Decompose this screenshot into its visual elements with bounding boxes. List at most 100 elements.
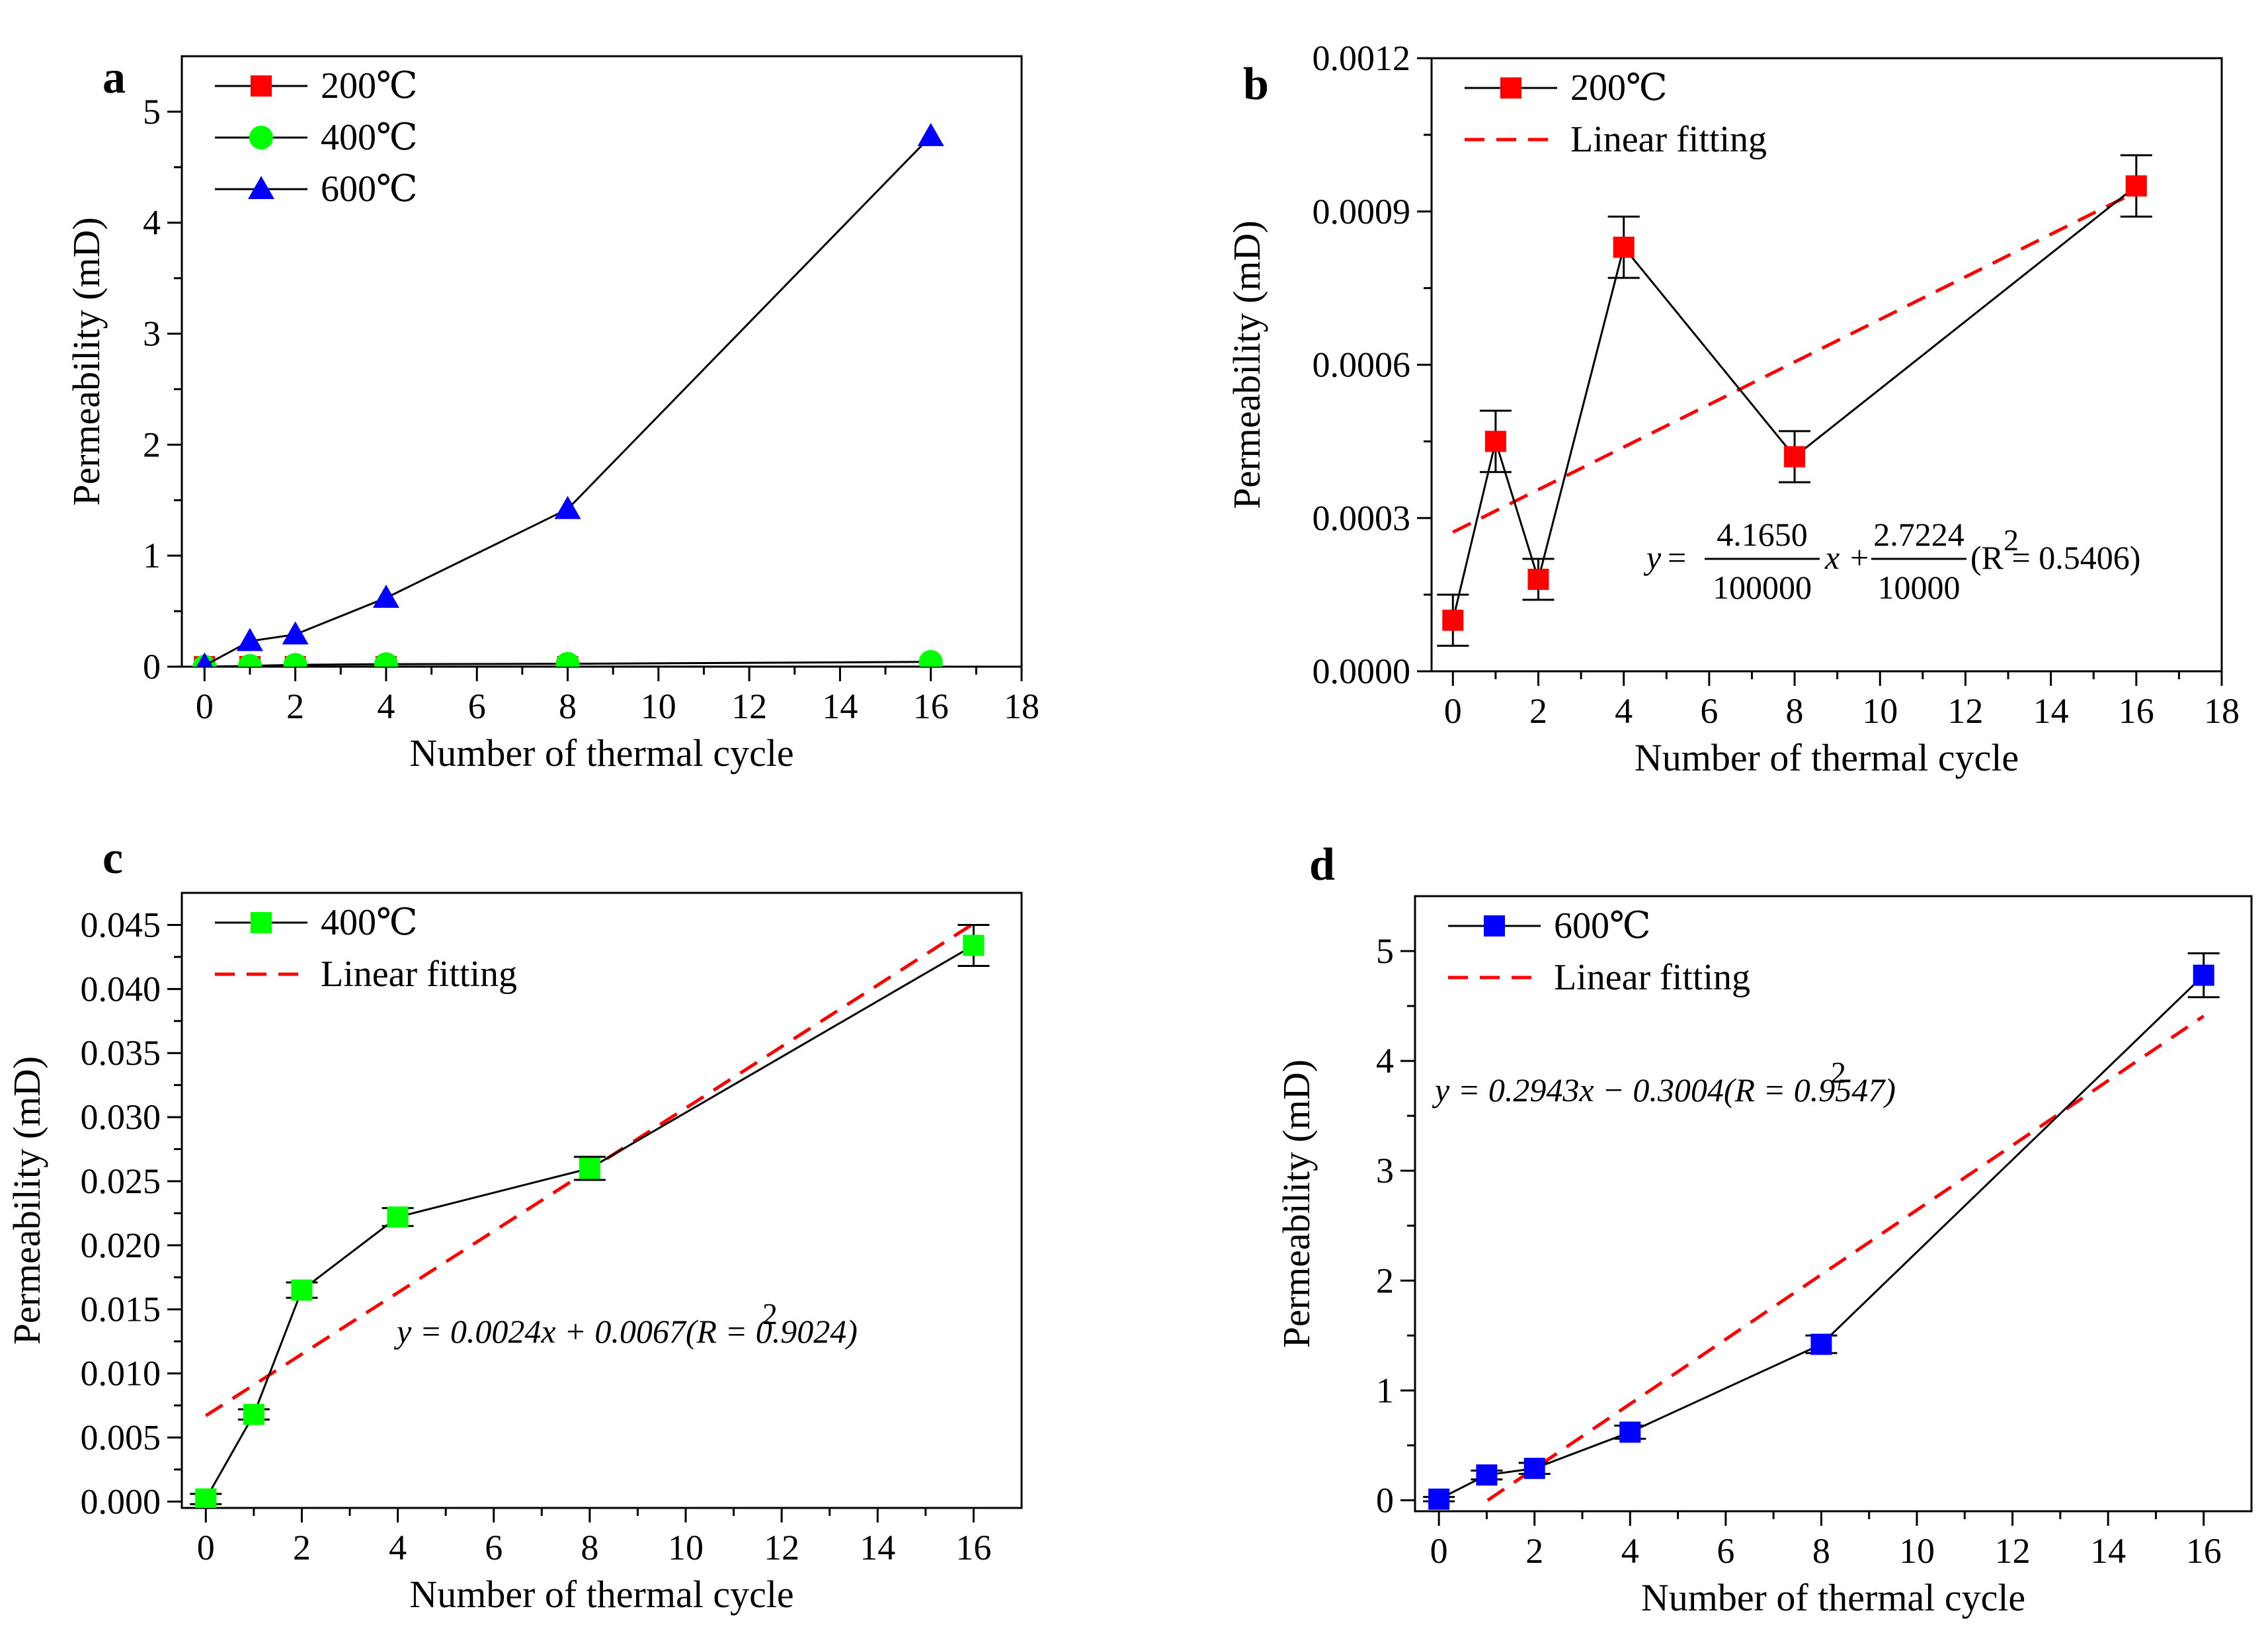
x-tick-label: 14: [2033, 691, 2069, 731]
data-point: [1613, 236, 1635, 258]
legend-marker: [1484, 915, 1505, 937]
x-tick-label: 10: [668, 1528, 704, 1567]
x-tick-label: 0: [196, 687, 214, 726]
legend-label: 600℃: [1554, 905, 1651, 946]
x-tick-label: 12: [764, 1528, 799, 1567]
fit-line: [1486, 1015, 2205, 1502]
x-tick-label: 10: [641, 687, 676, 726]
data-point: [283, 653, 307, 667]
y-tick-label: 5: [1376, 931, 1394, 971]
y-tick-label: 0.045: [81, 905, 161, 944]
legend-marker: [248, 176, 274, 199]
data-point: [282, 621, 309, 645]
legend-marker: [251, 75, 272, 97]
plot-area: [1437, 154, 2152, 647]
y-tick-label: 0: [1376, 1480, 1394, 1520]
series-line: [204, 135, 932, 667]
x-tick-label: 12: [1995, 1531, 2031, 1571]
data-point: [1442, 609, 1464, 631]
x-tick-label: 16: [2186, 1531, 2222, 1571]
data-point: [236, 628, 263, 651]
data-point: [579, 1157, 600, 1179]
x-tick-label: 0: [1444, 691, 1462, 731]
equation-equals: =: [1668, 539, 1686, 576]
data-point: [372, 584, 399, 608]
y-axis-title: Permeability (mD): [1225, 220, 1268, 509]
data-point: [963, 935, 985, 956]
equation-r2: (R = 0.5406): [1970, 539, 2140, 576]
y-tick-label: 0.000: [81, 1481, 161, 1521]
x-tick-label: 14: [2090, 1531, 2126, 1571]
equation-text: y = 0.2943x − 0.3004(R = 0.9547): [1432, 1071, 1896, 1108]
y-tick-label: 0.020: [81, 1226, 161, 1265]
panel-b: b 0 2 4 6 8 10 12 14 16 18 0.0000 0.0003 0.0006 0.0009…: [1225, 38, 2240, 779]
y-tick-label: 0.010: [81, 1354, 161, 1394]
plot-area: [190, 922, 990, 1508]
data-point: [291, 1279, 313, 1301]
y-tick-label: 0.0006: [1313, 345, 1411, 385]
x-tick-label: 4: [1621, 1531, 1639, 1571]
panel-letter: d: [1309, 839, 1335, 890]
equation-num1: 4.1650: [1717, 516, 1808, 553]
x-tick-label: 4: [389, 1528, 407, 1567]
y-tick-label: 0.0000: [1313, 651, 1411, 691]
y-tick-label: 5: [143, 92, 161, 132]
y-tick-label: 0.030: [81, 1097, 161, 1137]
legend-label: 200℃: [1570, 67, 1668, 108]
y-tick-label: 4: [143, 203, 161, 243]
data-point: [1476, 1464, 1498, 1486]
legend-label: 200℃: [321, 65, 418, 106]
x-tick-label: 18: [1004, 687, 1039, 726]
y-tick-label: 3: [1376, 1151, 1394, 1190]
x-axis-title: Number of thermal cycle: [409, 1573, 793, 1616]
panel-letter: b: [1243, 59, 1269, 110]
legend-label-fit: Linear fitting: [1570, 119, 1767, 160]
x-axis-title: Number of thermal cycle: [1641, 1576, 2025, 1619]
data-point: [195, 1488, 217, 1508]
data-point: [374, 652, 398, 667]
x-tick-label: 2: [293, 1528, 311, 1567]
y-tick-label: 2: [143, 425, 161, 464]
y-tick-label: 0.0012: [1313, 38, 1411, 78]
data-point: [2125, 175, 2147, 197]
legend-label: 600℃: [321, 169, 418, 210]
plot-area: [192, 122, 944, 667]
fit-line: [1452, 190, 2137, 534]
panel-letter: c: [102, 833, 123, 884]
data-point: [917, 122, 944, 146]
equation-den2: 10000: [1878, 569, 1961, 606]
x-tick-label: 12: [1947, 691, 1983, 731]
plot-frame: [181, 892, 1023, 1509]
plot-frame: [1414, 895, 2253, 1513]
y-tick-label: 3: [143, 314, 161, 354]
plot-frame: [1430, 57, 2223, 673]
equation-den1: 100000: [1713, 569, 1812, 606]
x-axis-title: Number of thermal cycle: [409, 731, 793, 774]
equation-mid: x +: [1824, 539, 1870, 576]
x-tick-label: 2: [1525, 1531, 1543, 1571]
x-tick-label: 6: [1717, 1531, 1734, 1571]
x-tick-label: 10: [1899, 1531, 1935, 1571]
y-tick-label: 0.040: [81, 969, 161, 1009]
data-point: [1484, 431, 1506, 452]
data-point: [555, 651, 580, 667]
y-tick-label: 0.035: [81, 1033, 161, 1073]
legend-label-fit: Linear fitting: [321, 954, 517, 995]
x-axis-title: Number of thermal cycle: [1635, 736, 2019, 779]
plot-area: [1423, 952, 2220, 1510]
y-tick-label: 1: [143, 536, 161, 575]
data-point: [1523, 1458, 1545, 1479]
y-tick-label: 0: [143, 647, 161, 687]
y-tick-label: 0.0003: [1313, 498, 1411, 538]
x-tick-label: 8: [1786, 691, 1804, 731]
x-tick-label: 16: [955, 1528, 991, 1567]
data-point: [1784, 446, 1806, 468]
plot-frame: [181, 55, 1023, 668]
x-tick-label: 0: [197, 1528, 215, 1567]
data-point: [1428, 1488, 1450, 1510]
equation-y: y: [1643, 539, 1662, 576]
x-tick-label: 8: [1812, 1531, 1830, 1571]
legend-label: 400℃: [321, 902, 418, 943]
